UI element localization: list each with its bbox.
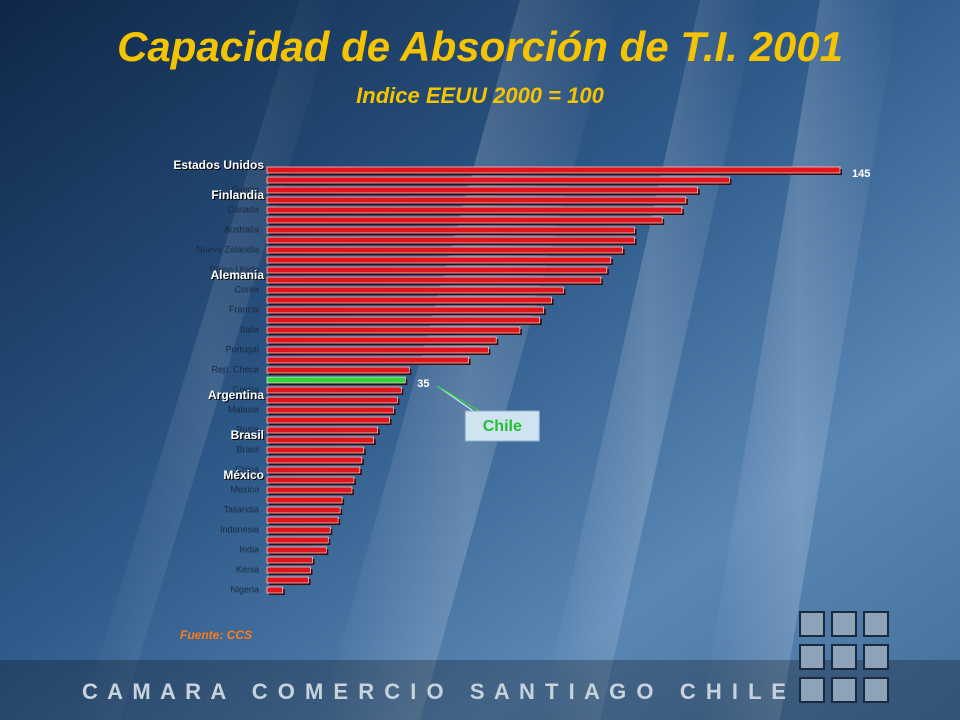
bar	[266, 576, 309, 584]
category-label: Grecia	[232, 384, 259, 394]
category-label: Canada	[227, 204, 259, 214]
bar	[266, 526, 331, 534]
highlight-label: Alemania	[211, 268, 265, 282]
category-label: Mexico	[230, 484, 259, 494]
bar	[266, 336, 497, 344]
highlight-label-shadow: Alemania	[212, 269, 266, 283]
category-label: China	[235, 464, 259, 474]
bar	[266, 266, 608, 274]
bar	[266, 286, 564, 294]
bar	[266, 236, 635, 244]
value-label: 35	[417, 378, 429, 390]
bar	[266, 516, 339, 524]
bar	[266, 276, 602, 284]
bar	[266, 446, 365, 454]
footer-text: C A M A R A C O M E R C I O S A N T I A …	[82, 679, 788, 704]
chart-title: Capacidad de Absorción de T.I. 2001	[117, 23, 843, 70]
category-label: Suecia	[231, 184, 259, 194]
callout-text: Chile	[483, 418, 522, 435]
bar	[266, 166, 841, 174]
bar	[266, 546, 327, 554]
bar	[266, 296, 552, 304]
bar	[266, 216, 663, 224]
highlight-label-shadow: Brasil	[232, 429, 265, 443]
bar	[266, 176, 730, 184]
category-label: India	[239, 544, 259, 554]
highlight-label: Finlandia	[211, 188, 264, 202]
bar	[266, 496, 343, 504]
bar	[266, 346, 489, 354]
category-label: Francia	[229, 304, 259, 314]
bar	[266, 486, 353, 494]
bar	[266, 476, 355, 484]
bar	[266, 416, 390, 424]
bar	[266, 186, 699, 194]
bar	[266, 566, 311, 574]
highlight-label: Argentina	[208, 388, 264, 402]
category-label: Nueva Zelandia	[196, 244, 259, 254]
bar	[266, 396, 398, 404]
category-label: Rep. Checa	[211, 364, 259, 374]
highlight-label: Estados Unidos	[173, 158, 264, 172]
bar	[266, 326, 521, 334]
source: Fuente: CCS	[180, 628, 252, 642]
bar	[266, 536, 329, 544]
bar	[266, 366, 410, 374]
bar	[266, 456, 363, 464]
highlight-label-shadow: Argentina	[209, 389, 265, 403]
bar	[266, 466, 361, 474]
category-label: Corea	[234, 284, 259, 294]
category-label: Indonesia	[220, 524, 259, 534]
bar	[266, 406, 394, 414]
chart-subtitle: Indice EEUU 2000 = 100	[356, 83, 604, 108]
bar	[266, 386, 402, 394]
category-label: Rusia	[236, 424, 259, 434]
bar	[266, 506, 341, 514]
bar	[266, 196, 687, 204]
bar	[266, 206, 683, 214]
category-label: Portugal	[225, 344, 259, 354]
bar	[266, 316, 540, 324]
bar	[266, 226, 635, 234]
highlight-label-shadow: Finlandia	[212, 189, 265, 203]
category-label: Tailandia	[223, 504, 259, 514]
bar	[266, 426, 378, 434]
highlight-label: Brasil	[231, 428, 264, 442]
category-label: Reino Unido	[209, 264, 259, 274]
logo	[799, 611, 889, 703]
callout-line	[437, 385, 480, 412]
category-label: Malasia	[228, 404, 259, 414]
bar	[266, 306, 544, 314]
bar	[266, 256, 612, 264]
bar	[266, 436, 374, 444]
category-label: Italia	[240, 324, 259, 334]
highlight-label-shadow: México	[224, 469, 265, 483]
highlight-label-shadow: Estados Unidos	[174, 159, 265, 173]
value-label: 145	[852, 168, 870, 180]
category-label: Australia	[224, 224, 259, 234]
callout-box	[464, 410, 540, 442]
bar	[266, 376, 406, 384]
bar	[266, 556, 313, 564]
bar	[266, 586, 284, 594]
category-label: Nigeria	[230, 584, 259, 594]
highlight-label: México	[223, 468, 264, 482]
bar	[266, 246, 623, 254]
category-label: Brasil	[236, 444, 259, 454]
bar	[266, 356, 469, 364]
category-label: Kenia	[236, 564, 259, 574]
